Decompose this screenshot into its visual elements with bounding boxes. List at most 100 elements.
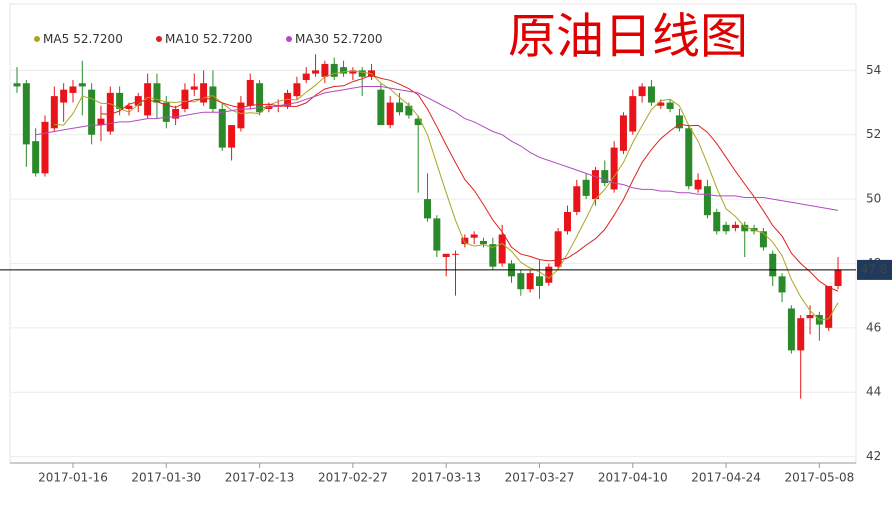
candle-body <box>629 96 637 132</box>
y-tick-label: 42 <box>866 449 881 463</box>
candle-body <box>377 89 385 126</box>
candle-body <box>657 102 665 106</box>
candle-body <box>703 186 711 216</box>
candle-body <box>806 314 814 319</box>
x-tick-label: 2017-03-27 <box>505 471 575 485</box>
legend-entry: MA5 52.7200 <box>43 32 123 46</box>
plot-frame <box>9 3 857 464</box>
legend-dot <box>34 36 40 42</box>
candle-body <box>741 224 749 232</box>
candle-body <box>778 276 786 293</box>
candle-body <box>172 108 180 119</box>
candle-body <box>452 253 460 255</box>
candle-body <box>153 83 161 103</box>
candle-body <box>480 240 487 245</box>
candle-body <box>554 231 562 267</box>
candle-body <box>638 86 646 97</box>
candle-body <box>722 224 730 232</box>
candle-body <box>22 83 30 145</box>
ma-line <box>35 86 839 211</box>
candle-body <box>386 102 394 126</box>
candle-body <box>713 211 721 232</box>
x-tick-label: 2017-01-16 <box>38 471 108 485</box>
candle-body <box>787 308 795 351</box>
x-tick-label: 2017-05-08 <box>785 471 855 485</box>
candle-body <box>13 83 21 87</box>
candle-body <box>246 80 254 106</box>
candle-body <box>340 67 348 74</box>
candle-body <box>601 170 609 184</box>
candle-body <box>50 96 58 129</box>
candle-body <box>218 108 226 148</box>
candle-body <box>498 234 506 264</box>
candle-body <box>358 70 366 77</box>
candle-body <box>731 224 739 229</box>
candle-body <box>675 115 683 129</box>
candle-body <box>116 92 124 109</box>
candle-body <box>200 83 208 103</box>
x-tick-label: 2017-02-27 <box>318 471 388 485</box>
candle-body <box>312 70 320 74</box>
ma-line <box>54 70 839 321</box>
y-tick-label: 44 <box>866 385 881 399</box>
candle-body <box>489 244 497 267</box>
candle-body <box>162 102 170 122</box>
candle-body <box>769 253 777 277</box>
candle-body <box>144 83 152 116</box>
candle-body <box>60 89 68 103</box>
candle-body <box>563 211 571 232</box>
x-tick-label: 2017-01-30 <box>131 471 201 485</box>
y-tick-label: 46 <box>866 320 881 334</box>
candle-body <box>97 118 105 126</box>
candle-body <box>405 105 413 116</box>
y-tick-label: 54 <box>866 63 881 77</box>
candle-body <box>349 70 357 74</box>
candle-body <box>582 179 590 196</box>
candle-body <box>666 102 674 109</box>
candle-body <box>32 141 40 174</box>
legend-entry: MA10 52.7200 <box>165 32 252 46</box>
candle-body <box>694 179 702 190</box>
legend-value: 52.7200 <box>73 32 123 46</box>
last-price-box <box>857 259 892 280</box>
candle-body <box>442 253 450 258</box>
candle-body <box>610 147 618 190</box>
candle-body <box>321 63 329 77</box>
candle-body <box>825 285 833 328</box>
candle-body <box>302 73 310 81</box>
candle-body <box>78 83 86 87</box>
candle-body <box>181 89 189 109</box>
legend-name: MA10 <box>165 32 199 46</box>
y-tick-label: 50 <box>866 192 881 206</box>
candle-body <box>461 237 469 245</box>
candle-body <box>209 86 217 109</box>
x-tick-label: 2017-03-13 <box>411 471 481 485</box>
legend-name: MA30 <box>295 32 329 46</box>
candle-body <box>424 199 432 219</box>
legend-value: 52.7200 <box>333 32 383 46</box>
x-tick-label: 2017-04-24 <box>691 471 761 485</box>
candle-body <box>591 170 599 200</box>
candle-body <box>293 83 301 97</box>
x-tick-label: 2017-04-10 <box>598 471 668 485</box>
candle-body <box>573 186 581 212</box>
candle-body <box>330 63 338 77</box>
candle-body <box>69 86 77 93</box>
candle-body <box>396 102 404 113</box>
candle-body <box>759 231 767 248</box>
legend-entry: MA30 52.7200 <box>295 32 382 46</box>
candle-body <box>433 218 441 251</box>
candle-body <box>685 128 693 187</box>
candle-body <box>88 89 96 135</box>
candle-body <box>228 125 236 148</box>
last-price-label: 47.8 <box>861 262 888 276</box>
candle-body <box>797 318 805 351</box>
candle-body <box>125 105 133 109</box>
legend-dot <box>156 36 162 42</box>
legend-dot <box>286 36 292 42</box>
legend-name: MA5 <box>43 32 69 46</box>
candle-body <box>41 121 49 174</box>
candle-body <box>619 115 627 151</box>
candle-body <box>256 83 264 113</box>
